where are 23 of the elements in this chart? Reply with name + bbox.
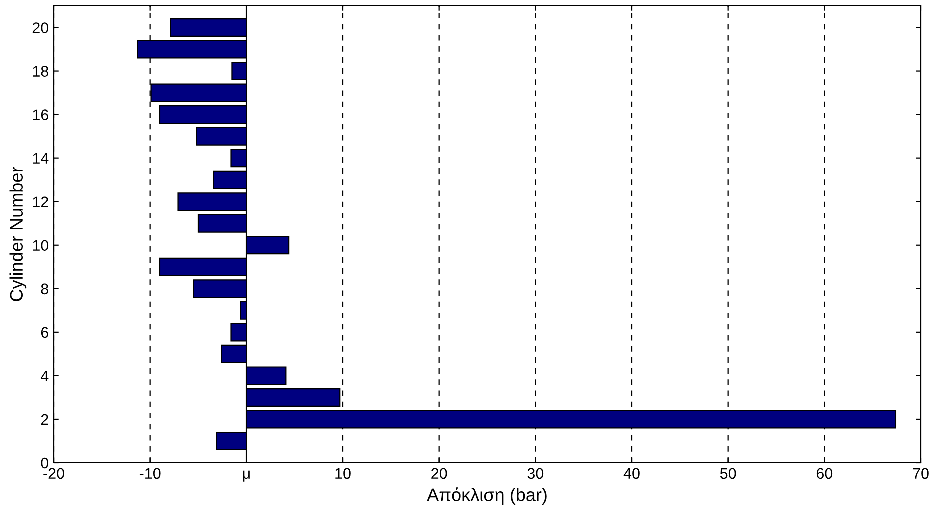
y-tick-label: 2 bbox=[41, 414, 48, 426]
y-tick-label: 10 bbox=[33, 240, 49, 252]
x-tick-label: -10 bbox=[140, 468, 161, 480]
x-tick-label: 10 bbox=[336, 468, 351, 480]
x-tick-label: 60 bbox=[816, 468, 833, 480]
y-axis-title: Cylinder Number bbox=[10, 167, 27, 302]
x-tick-label: 70 bbox=[913, 468, 929, 480]
x-axis-title: Απόκλιση (bar) bbox=[427, 488, 547, 505]
x-tick-label: μ bbox=[243, 470, 250, 482]
y-tick-label: 14 bbox=[33, 153, 49, 164]
x-tick-label: 50 bbox=[720, 468, 736, 480]
y-tick-label: 16 bbox=[33, 110, 48, 120]
x-tick-label: 20 bbox=[432, 468, 448, 480]
x-tick-label: 40 bbox=[624, 468, 640, 480]
x-tick-label: 30 bbox=[528, 468, 544, 480]
x-tick-label: -20 bbox=[44, 468, 64, 480]
y-tick-label: 20 bbox=[32, 22, 49, 34]
y-tick-label: 8 bbox=[41, 284, 48, 295]
y-tick-label: 18 bbox=[33, 66, 48, 77]
y-tick-label: 6 bbox=[41, 327, 48, 338]
y-tick-label: 4 bbox=[40, 370, 49, 382]
y-tick-label: 0 bbox=[41, 458, 49, 469]
y-tick-label: 12 bbox=[33, 196, 48, 208]
